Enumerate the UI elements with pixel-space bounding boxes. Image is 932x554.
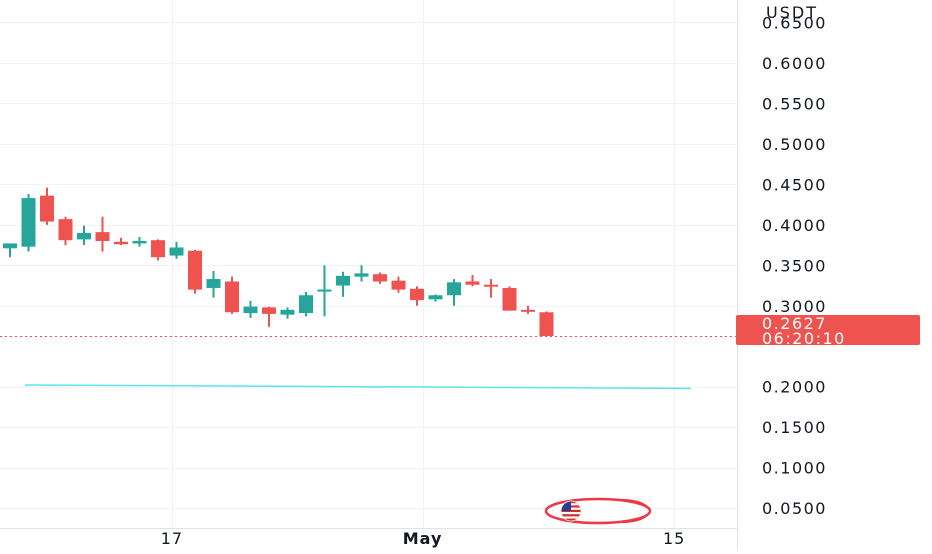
candle-body [114,241,128,245]
candle-bullish[interactable] [3,243,17,258]
candle-body [243,306,258,314]
candle-body [95,232,110,242]
candle-body [40,195,54,222]
price-tick-label: 0.0500 [762,499,827,518]
price-tick-label: 0.3500 [762,256,827,275]
candle-body [465,281,480,285]
candle-bearish[interactable] [114,237,128,246]
candle-bullish[interactable] [299,292,313,317]
countdown-timer: 06:20:10 [762,329,846,348]
candle-body [280,309,295,315]
candle-body [151,240,165,258]
last-price-label: 0.2627 [762,314,827,333]
last-price-tag-bg [736,315,920,345]
candle-bearish[interactable] [40,187,54,225]
time-tick-label: 15 [663,529,685,548]
time-tick-label: 17 [161,529,183,548]
price-tick-label: 0.6500 [762,13,827,32]
candle-body [410,288,424,301]
price-tick-label: 0.1500 [762,418,827,437]
price-tick-label: 0.4000 [762,216,827,235]
candle-bearish[interactable] [502,286,517,311]
candle-bullish[interactable] [447,279,461,306]
price-tick-label: 0.5500 [762,94,827,113]
price-tick-label: 0.3000 [762,297,827,316]
candle-body [77,232,91,240]
candle-body [3,243,17,249]
candle-bullish[interactable] [243,300,258,318]
price-tick-label: 0.1000 [762,459,827,478]
candle-body [336,275,350,286]
candle-body [21,198,36,247]
time-tick-label: May [403,529,443,548]
grid-lines [0,0,737,528]
candle-bearish[interactable] [151,239,165,261]
candle-bearish[interactable] [225,276,239,314]
candle-body [354,273,369,277]
candle-body [58,219,73,241]
candle-body [188,250,202,290]
currency-badge-icon[interactable] [544,497,652,525]
support-trendline-group [24,384,691,390]
us-flag-icon [561,501,581,521]
candle-bullish[interactable] [77,225,91,246]
candle-bullish[interactable] [206,270,221,298]
support-trendline[interactable] [24,384,691,390]
candle-body [132,241,147,244]
candle-bearish[interactable] [391,276,406,293]
candle-bearish[interactable] [58,216,73,246]
candle-body [484,284,498,287]
candle-bearish[interactable] [484,279,498,298]
candles-group [3,187,554,336]
candle-body [447,282,461,296]
candle-body [428,295,443,300]
candle-bearish[interactable] [373,272,387,284]
candle-bullish[interactable] [280,307,295,319]
candle-bearish[interactable] [188,249,202,294]
candle-bullish[interactable] [132,236,147,247]
candle-bearish[interactable] [410,286,424,306]
candle-bearish[interactable] [465,275,480,287]
candle-body [539,312,554,336]
candle-body [206,279,221,288]
candle-body [262,307,276,314]
candle-bearish[interactable] [521,305,535,314]
candle-bearish[interactable] [262,306,276,327]
candle-bullish[interactable] [317,265,332,317]
candle-bullish[interactable] [336,271,350,297]
last-price-tag: 0.2627 06:20:10 [736,314,920,348]
candle-bullish[interactable] [169,241,184,259]
candle-bearish[interactable] [95,216,110,252]
price-tick-label: 0.5000 [762,135,827,154]
price-tick-label: 0.6000 [762,54,827,73]
candle-body [299,295,313,314]
price-tick-label: 0.4500 [762,175,827,194]
candle-body [169,247,184,256]
candle-bullish[interactable] [428,294,443,302]
candle-body [521,309,535,312]
price-axis-ticks: 0.6500 0.6000 0.5500 0.5000 0.4500 0.4000 0.35… [762,13,827,518]
candle-body [373,274,387,282]
price-tick-label: 0.2000 [762,378,827,397]
candle-body [225,281,239,313]
currency-unit-label: USDT [766,3,818,22]
candle-bullish[interactable] [354,265,369,282]
candle-body [502,287,517,311]
candle-body [317,289,332,292]
time-axis[interactable]: 17 May 15 [161,529,686,548]
candle-bearish[interactable] [539,311,554,336]
price-axis[interactable]: USDT 0.6500 0.6000 0.5500 0.5000 0.4500 0.400… [762,3,827,518]
candle-body [391,280,406,290]
candle-bullish[interactable] [21,194,36,252]
